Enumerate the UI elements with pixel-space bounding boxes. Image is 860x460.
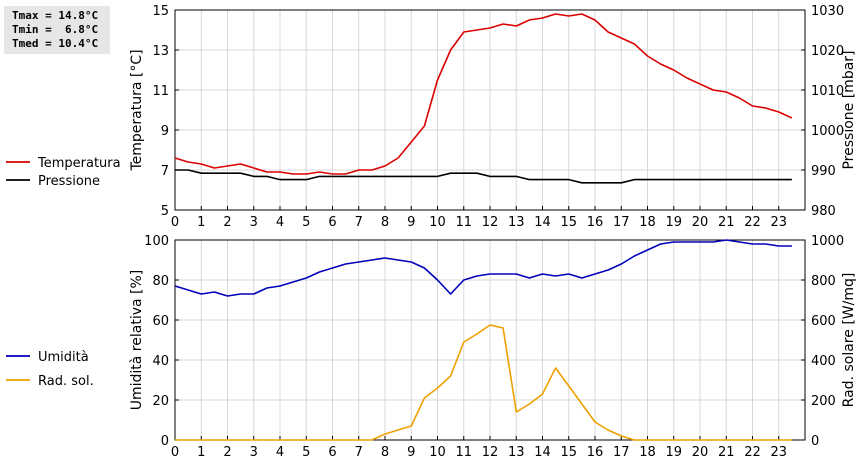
legend-label: Umidità	[38, 350, 89, 365]
y-tick-label-right: 990	[811, 164, 836, 179]
x-tick-label: 5	[302, 445, 310, 460]
x-tick-label: 5	[302, 215, 310, 230]
y-tick-label-left: 5	[161, 204, 169, 219]
x-tick-label: 16	[587, 445, 604, 460]
x-tick-label: 1	[197, 215, 205, 230]
y-tick-label-left: 7	[161, 164, 169, 179]
x-tick-label: 3	[250, 215, 258, 230]
y-axis-title-right: Pressione [mbar]	[841, 50, 857, 169]
x-tick-label: 12	[482, 445, 499, 460]
y-tick-label-left: 13	[152, 44, 169, 59]
x-tick-label: 9	[407, 445, 415, 460]
y-tick-label-left: 20	[152, 394, 169, 409]
x-tick-label: 11	[455, 445, 472, 460]
x-tick-label: 1	[197, 445, 205, 460]
x-tick-label: 23	[770, 445, 787, 460]
x-tick-label: 18	[639, 445, 656, 460]
stats-box: Tmax = 14.8°C Tmin = 6.8°C Tmed = 10.4°C	[4, 6, 110, 54]
x-tick-label: 22	[744, 215, 761, 230]
legend-label: Temperatura	[37, 156, 121, 171]
y-tick-label-right: 200	[811, 394, 836, 409]
y-tick-label-right: 800	[811, 274, 836, 289]
x-tick-label: 13	[508, 445, 525, 460]
y-tick-label-right: 1000	[811, 124, 844, 139]
y-tick-label-left: 40	[152, 354, 169, 369]
x-tick-label: 15	[560, 215, 577, 230]
y-axis-title-right: Rad. solare [W/mq]	[841, 273, 857, 408]
y-tick-label-right: 980	[811, 204, 836, 219]
y-tick-label-right: 1030	[811, 4, 844, 19]
x-tick-label: 22	[744, 445, 761, 460]
x-tick-label: 16	[587, 215, 604, 230]
x-tick-label: 0	[171, 215, 179, 230]
x-tick-label: 23	[770, 215, 787, 230]
y-tick-label-right: 600	[811, 314, 836, 329]
y-tick-label-left: 9	[161, 124, 169, 139]
x-tick-label: 7	[355, 445, 363, 460]
x-tick-label: 7	[355, 215, 363, 230]
series-line-temperatura	[174, 13, 793, 175]
x-tick-label: 10	[429, 215, 446, 230]
tmax-text: Tmax = 14.8°C	[12, 9, 99, 22]
x-tick-label: 6	[328, 445, 336, 460]
x-tick-label: 21	[718, 215, 735, 230]
x-tick-label: 4	[276, 445, 284, 460]
x-tick-label: 9	[407, 215, 415, 230]
x-tick-label: 13	[508, 215, 525, 230]
series-line-rad-sol-	[175, 324, 792, 441]
y-tick-label-left: 80	[152, 274, 169, 289]
y-tick-label-right: 1020	[811, 44, 844, 59]
tmed-text: Tmed = 10.4°C	[12, 37, 99, 50]
x-tick-label: 14	[534, 445, 551, 460]
y-tick-label-right: 400	[811, 354, 836, 369]
x-tick-label: 0	[171, 445, 179, 460]
series-line-umidit-	[174, 239, 792, 297]
x-tick-label: 8	[381, 215, 389, 230]
x-tick-label: 19	[665, 445, 682, 460]
y-axis-title-left: Temperatura [°C]	[129, 49, 145, 171]
x-tick-label: 19	[665, 215, 682, 230]
legend-label: Pressione	[38, 174, 100, 189]
series-line-pressione	[175, 169, 792, 184]
legend-label: Rad. sol.	[38, 374, 94, 389]
y-tick-label-left: 15	[152, 4, 169, 19]
x-tick-label: 20	[692, 445, 709, 460]
x-tick-label: 18	[639, 215, 656, 230]
x-tick-label: 20	[692, 215, 709, 230]
x-tick-label: 4	[276, 215, 284, 230]
x-tick-label: 15	[560, 445, 577, 460]
y-axis-title-left: Umidità relativa [%]	[129, 270, 145, 411]
y-tick-label-left: 0	[161, 434, 169, 449]
y-tick-label-right: 1010	[811, 84, 844, 99]
x-tick-label: 2	[223, 215, 231, 230]
x-tick-label: 2	[223, 445, 231, 460]
y-tick-label-right: 1000	[811, 234, 844, 249]
x-tick-label: 21	[718, 445, 735, 460]
y-tick-label-left: 100	[144, 234, 169, 249]
x-tick-label: 14	[534, 215, 551, 230]
x-tick-label: 8	[381, 445, 389, 460]
y-tick-label-left: 11	[152, 84, 169, 99]
x-tick-label: 11	[455, 215, 472, 230]
x-tick-label: 12	[482, 215, 499, 230]
x-tick-label: 6	[328, 215, 336, 230]
x-tick-label: 3	[250, 445, 258, 460]
tmin-text: Tmin = 6.8°C	[12, 23, 99, 36]
x-tick-label: 17	[613, 445, 630, 460]
y-tick-label-left: 60	[152, 314, 169, 329]
y-tick-label-right: 0	[811, 434, 819, 449]
x-tick-label: 10	[429, 445, 446, 460]
x-tick-label: 17	[613, 215, 630, 230]
